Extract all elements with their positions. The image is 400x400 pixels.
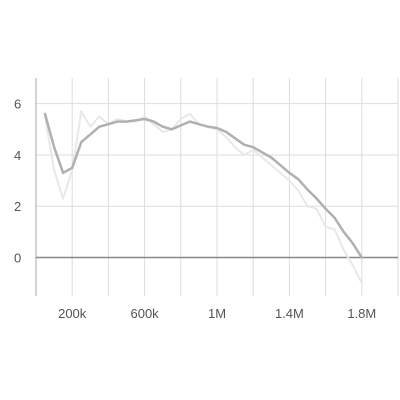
axes (35, 78, 398, 296)
series-group (43, 110, 364, 285)
x-tick-label-3: 1.4M (275, 306, 304, 321)
y-tick-label-3: 6 (14, 97, 21, 112)
x-tick-label-0: 200k (58, 306, 87, 321)
tick-labels: 0 2 4 6 200k 600k 1M 1.4M 1.8M (14, 97, 376, 321)
y-tick-label-0: 0 (14, 251, 21, 266)
x-tick-label-1: 600k (130, 306, 159, 321)
y-tick-label-1: 2 (14, 199, 21, 214)
y-tick-label-2: 4 (14, 148, 21, 163)
x-tick-label-4: 1.8M (347, 306, 376, 321)
grid (35, 78, 399, 296)
series-line-smoothed (43, 112, 364, 259)
x-tick-label-2: 1M (208, 306, 226, 321)
